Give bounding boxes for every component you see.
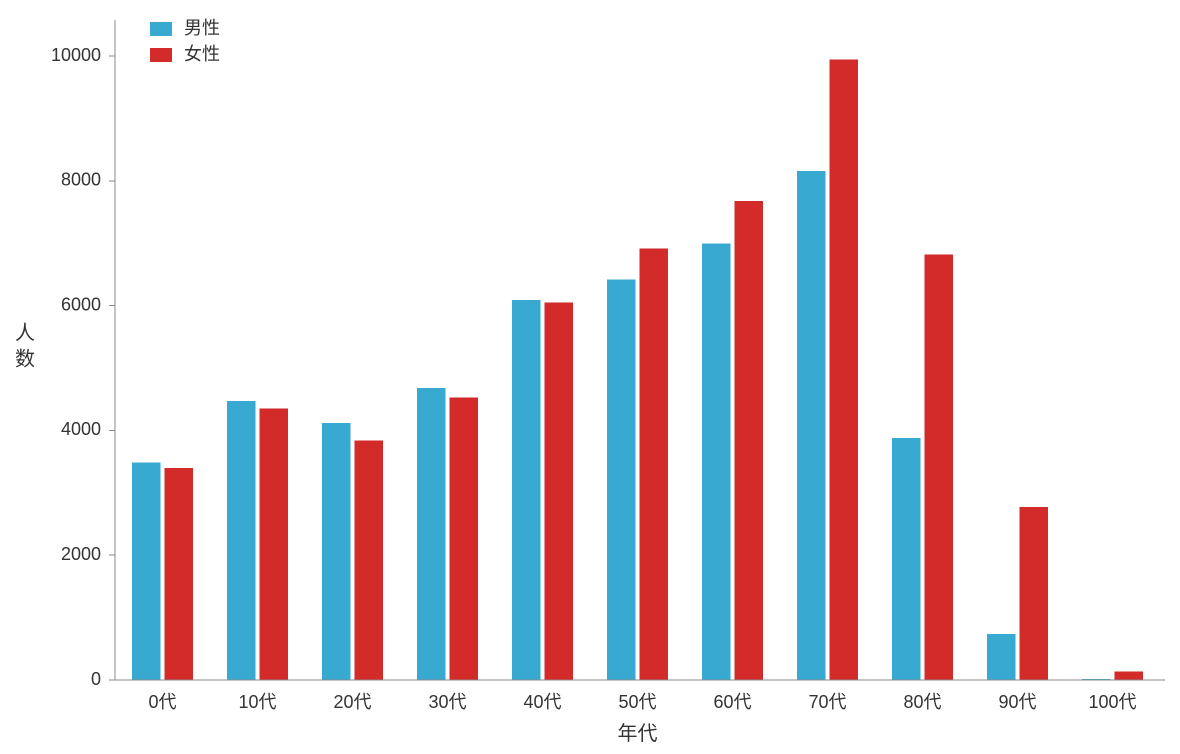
- x-tick-label: 80代: [903, 692, 941, 712]
- bar: [227, 401, 255, 680]
- y-tick-label: 6000: [61, 294, 101, 314]
- x-tick-label: 10代: [238, 692, 276, 712]
- bar: [892, 438, 920, 680]
- x-tick-label: 100代: [1088, 692, 1136, 712]
- y-tick-label: 4000: [61, 419, 101, 439]
- x-tick-label: 0代: [148, 692, 176, 712]
- x-tick-label: 40代: [523, 692, 561, 712]
- bar: [702, 243, 730, 680]
- y-tick-label: 8000: [61, 170, 101, 190]
- chart-svg: 0200040006000800010000人数0代10代20代30代40代50…: [0, 0, 1180, 754]
- y-tick-label: 2000: [61, 544, 101, 564]
- legend-swatch: [150, 22, 172, 36]
- x-tick-label: 90代: [998, 692, 1036, 712]
- x-tick-label: 20代: [333, 692, 371, 712]
- bar: [132, 462, 160, 680]
- y-tick-label: 0: [91, 669, 101, 689]
- bar: [925, 255, 953, 680]
- bar: [735, 201, 763, 680]
- bar: [1115, 671, 1143, 680]
- legend-swatch: [150, 48, 172, 62]
- bar: [417, 388, 445, 680]
- bar: [450, 397, 478, 680]
- bar: [165, 468, 193, 680]
- bar: [987, 634, 1015, 680]
- x-tick-label: 50代: [618, 692, 656, 712]
- legend-label: 女性: [184, 44, 220, 64]
- bar: [607, 280, 635, 680]
- bar: [640, 248, 668, 680]
- legend-label: 男性: [184, 18, 220, 38]
- bar: [1020, 507, 1048, 680]
- x-tick-label: 70代: [808, 692, 846, 712]
- bar: [355, 440, 383, 680]
- bar: [512, 300, 540, 680]
- bar: [260, 409, 288, 680]
- bar: [322, 423, 350, 680]
- y-tick-label: 10000: [51, 45, 101, 65]
- x-tick-label: 60代: [713, 692, 751, 712]
- x-tick-label: 30代: [428, 692, 466, 712]
- bar: [797, 171, 825, 680]
- x-axis-label: 年代: [618, 722, 658, 745]
- bar: [545, 303, 573, 680]
- bar: [830, 59, 858, 680]
- age-gender-bar-chart: 0200040006000800010000人数0代10代20代30代40代50…: [0, 0, 1180, 754]
